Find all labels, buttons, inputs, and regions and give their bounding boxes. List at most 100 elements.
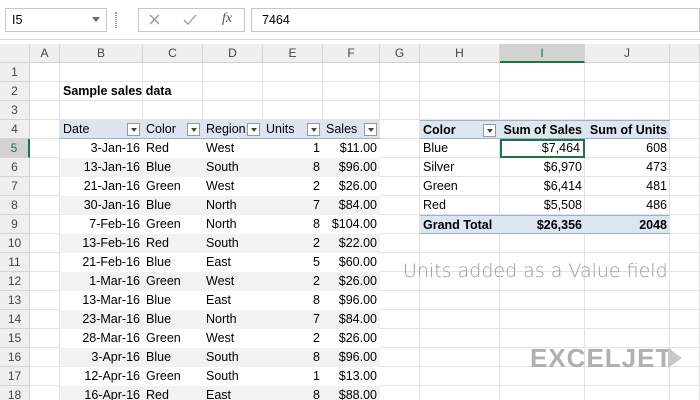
- row-header[interactable]: 14: [0, 310, 30, 329]
- table-header: Sales: [323, 120, 380, 139]
- select-all[interactable]: [0, 44, 30, 63]
- table-cell: West: [203, 272, 263, 291]
- table-cell: North: [203, 215, 263, 234]
- table-cell: Green: [143, 177, 203, 196]
- row-header[interactable]: 8: [0, 196, 30, 215]
- function-buttons: [138, 8, 245, 32]
- selected-cell[interactable]: $7,464: [500, 139, 585, 158]
- table-cell: $26.00: [323, 272, 380, 291]
- table-cell: Red: [143, 234, 203, 253]
- column-header[interactable]: D: [203, 44, 263, 63]
- grid-col-line: [419, 44, 420, 400]
- column-header[interactable]: C: [143, 44, 203, 63]
- filter-button[interactable]: [307, 123, 320, 136]
- row-header[interactable]: 12: [0, 272, 30, 291]
- table-cell: South: [203, 367, 263, 386]
- name-box-dropdown[interactable]: [92, 17, 100, 22]
- row-header[interactable]: 1: [0, 63, 30, 82]
- splitter: [115, 12, 117, 28]
- table-cell: Blue: [143, 310, 203, 329]
- table-cell: 21-Jan-16: [60, 177, 143, 196]
- table-cell: Blue: [143, 253, 203, 272]
- table-cell: 23-Mar-16: [60, 310, 143, 329]
- enter-icon[interactable]: [183, 14, 197, 25]
- row-header[interactable]: 17: [0, 367, 30, 386]
- table-cell: Green: [143, 215, 203, 234]
- column-header[interactable]: A: [30, 44, 60, 63]
- pivot-cell: $6,414: [543, 179, 582, 193]
- table-cell: Blue: [143, 291, 203, 310]
- table-cell: Blue: [143, 196, 203, 215]
- table-cell: Red: [143, 139, 203, 158]
- table-cell: 16-Apr-16: [60, 386, 143, 400]
- row-header[interactable]: 6: [0, 158, 30, 177]
- pivot-cell: $5,508: [543, 198, 582, 212]
- table-cell: $13.00: [323, 367, 380, 386]
- table-cell: 7-Feb-16: [60, 215, 143, 234]
- pivot-cell: Red: [423, 198, 446, 212]
- row-header[interactable]: 4: [0, 120, 30, 139]
- table-cell: 2: [263, 177, 323, 196]
- pivot-filter-button[interactable]: [483, 124, 496, 137]
- cancel-icon[interactable]: [149, 14, 160, 25]
- column-header[interactable]: J: [585, 44, 670, 63]
- column-header[interactable]: E: [263, 44, 323, 63]
- formula-input[interactable]: 7464: [251, 8, 700, 32]
- filter-button[interactable]: [247, 123, 260, 136]
- row-header[interactable]: 13: [0, 291, 30, 310]
- row-header[interactable]: 10: [0, 234, 30, 253]
- grid-row-line: [30, 119, 700, 120]
- row-header[interactable]: 15: [0, 329, 30, 348]
- table-cell: 21-Feb-16: [60, 253, 143, 272]
- table-cell: $22.00: [323, 234, 380, 253]
- grid-col-line: [59, 44, 60, 400]
- column-header[interactable]: I: [500, 44, 585, 63]
- table-cell: 2: [263, 272, 323, 291]
- table-cell: North: [203, 196, 263, 215]
- row-header[interactable]: 16: [0, 348, 30, 367]
- pivot-cell: Green: [423, 179, 458, 193]
- pivot-header: Color: [420, 120, 500, 139]
- table-cell: 2: [263, 234, 323, 253]
- table-header: Color: [143, 120, 203, 139]
- column-header[interactable]: F: [323, 44, 380, 63]
- table-cell: North: [203, 310, 263, 329]
- pivot-total: 2048: [585, 215, 670, 234]
- table-cell: 8: [263, 386, 323, 400]
- row-header[interactable]: 2: [0, 82, 30, 101]
- cancel-enter-icons[interactable]: [148, 13, 238, 27]
- table-cell: 12-Apr-16: [60, 367, 143, 386]
- pivot-cell: 473: [646, 160, 667, 174]
- row-header[interactable]: 18: [0, 386, 30, 400]
- column-header[interactable]: G: [380, 44, 420, 63]
- filter-button[interactable]: [187, 123, 200, 136]
- row-header[interactable]: 7: [0, 177, 30, 196]
- table-cell: $104.00: [323, 215, 380, 234]
- column-header[interactable]: [670, 44, 700, 63]
- table-cell: 1: [263, 139, 323, 158]
- pivot-header: Sum of Sales: [500, 120, 585, 139]
- table-cell: $96.00: [323, 291, 380, 310]
- table-cell: East: [203, 291, 263, 310]
- table-cell: East: [203, 386, 263, 400]
- row-header[interactable]: 5: [0, 139, 30, 158]
- column-header[interactable]: H: [420, 44, 500, 63]
- row-header[interactable]: 11: [0, 253, 30, 272]
- table-cell: Green: [143, 272, 203, 291]
- column-header[interactable]: B: [60, 44, 143, 63]
- table-header: Region: [203, 120, 263, 139]
- name-box[interactable]: I5: [5, 8, 107, 32]
- row-header[interactable]: 3: [0, 101, 30, 120]
- pivot-total: Grand Total: [420, 215, 500, 234]
- logo-mark: [668, 348, 682, 368]
- table-cell: $26.00: [323, 329, 380, 348]
- filter-button[interactable]: [127, 123, 140, 136]
- table-cell: 8: [263, 158, 323, 177]
- filter-button[interactable]: [364, 123, 377, 136]
- table-cell: 8: [263, 348, 323, 367]
- pivot-cell: $6,970: [543, 160, 582, 174]
- pivot-header: Sum of Units: [585, 120, 670, 139]
- row-header[interactable]: 9: [0, 215, 30, 234]
- table-cell: Blue: [143, 348, 203, 367]
- insert-function[interactable]: fx: [222, 11, 233, 26]
